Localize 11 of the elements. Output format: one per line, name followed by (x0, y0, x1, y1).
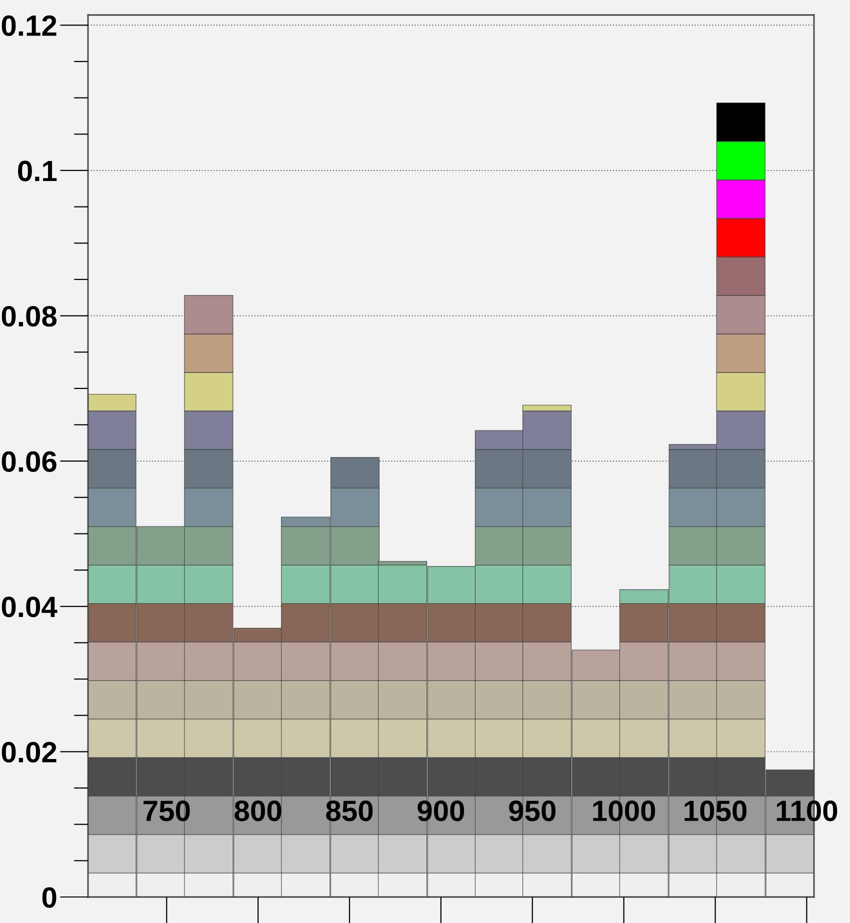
y-tick-label: 0.06 (2, 451, 56, 472)
y-tick-label: 0.08 (2, 306, 57, 327)
y-tick-label: 0.04 (2, 596, 58, 618)
x-tick-label: 800 (234, 800, 282, 822)
x-tick-label: 1000 (593, 800, 656, 822)
y-tick-label: 0.1 (18, 160, 57, 182)
y-tick-label: 0.12 (2, 15, 56, 36)
y-tick-label: 0 (42, 887, 56, 908)
y-tick-label: 0.02 (2, 742, 56, 763)
x-tick-label: 750 (144, 800, 190, 822)
x-tick-label: 1050 (684, 800, 746, 822)
